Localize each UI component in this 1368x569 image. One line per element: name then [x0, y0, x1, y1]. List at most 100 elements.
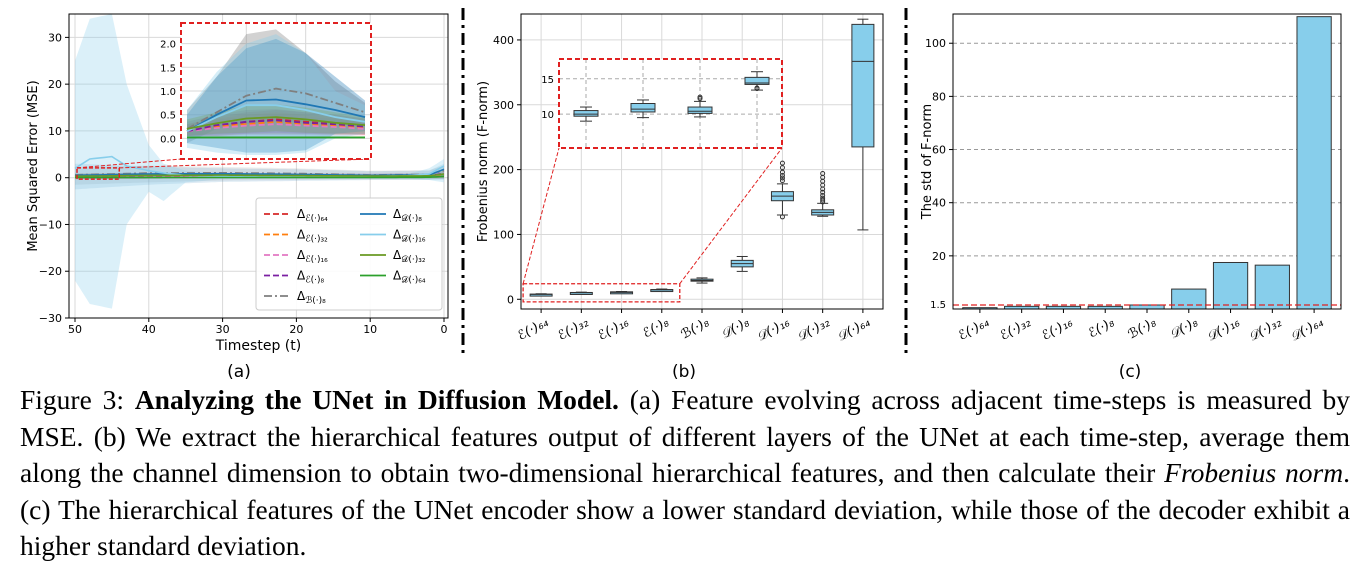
inset-line	[186, 87, 366, 130]
box-outlier	[820, 195, 826, 201]
zoom-connector	[679, 147, 783, 285]
legend-label-sub: 𝒟(·)₁₆	[401, 235, 426, 245]
box-outlier	[779, 160, 785, 166]
plot-frame	[520, 13, 884, 310]
inset-frame	[558, 58, 783, 149]
x-tick-label: 40	[142, 323, 156, 336]
x-tick-label: 𝒟(·)₁₆	[1204, 315, 1242, 345]
plot-frame	[68, 13, 449, 319]
x-tick-label: ℰ(·)₃₂	[998, 315, 1034, 344]
x-tick-label: 𝒟(·)₆₄	[1288, 315, 1327, 345]
inset-box-box	[687, 106, 713, 114]
inset-y-tick-label: 15	[541, 75, 554, 86]
y-tick-label: 0	[507, 293, 514, 306]
y-tick-label: −30	[39, 312, 62, 325]
inset-y-tick-label: 2.0	[160, 40, 176, 51]
box-outlier	[820, 193, 826, 199]
inset-y-tick-label: 10	[541, 110, 554, 121]
legend-label-sub: ℰ(·)₁₆	[305, 255, 328, 265]
y-tick-label: −10	[39, 218, 62, 231]
y-tick-label: 20	[932, 250, 946, 263]
x-tick-label: 50	[68, 323, 82, 336]
inset-background	[559, 59, 782, 148]
x-tick-label: 𝒟(·)₆₄	[835, 315, 874, 345]
x-tick-label: 𝒟(·)₈	[1167, 315, 1200, 342]
caption-title: Analyzing the UNet in Diffusion Model.	[134, 384, 619, 415]
legend-box	[255, 197, 443, 311]
caption-italic: Frobenius norm	[1164, 457, 1344, 488]
y-tick-label: 30	[48, 31, 62, 44]
x-tick-label: ℰ(·)₃₂	[555, 315, 591, 344]
panel-a-mse-chart: 30 20 10 0 −10 −20 −30 50 40 30 20 10 0 Timestep (t) M…	[26, 13, 449, 354]
legend-label-sub: ℬ(·)₈	[305, 296, 326, 306]
x-tick-label: 𝒟(·)₁₆	[754, 315, 792, 345]
legend-label-sub: 𝒟(·)₃₂	[401, 255, 426, 265]
inset-band	[187, 110, 365, 136]
reference-line-label: 1.5	[930, 300, 946, 311]
x-tick-label: ℬ(·)₈	[679, 315, 712, 342]
panel-label-a: (a)	[227, 362, 251, 382]
box-outlier	[820, 189, 826, 195]
y-tick-label: 0	[55, 172, 62, 185]
series-line	[74, 173, 445, 178]
figure-caption: Figure 3: Analyzing the UNet in Diffusio…	[20, 382, 1350, 565]
x-tick-label: ℰ(·)₆₄	[515, 315, 551, 344]
inset-y-tick-label: 1.0	[160, 87, 176, 98]
y-tick-label: 60	[932, 144, 946, 157]
box-outlier	[820, 170, 826, 176]
inset-box-box	[630, 103, 656, 113]
y-axis-label: Frobenius norm (F-norm)	[476, 81, 491, 242]
plot-frame	[952, 13, 1342, 310]
x-tick-label: ℰ(·)₆₄	[956, 315, 992, 344]
inset-y-tick-label: 0.5	[160, 111, 176, 122]
legend-label-sub: ℰ(·)₈	[305, 276, 324, 286]
x-tick-label: 𝒟(·)₃₂	[795, 315, 833, 345]
y-tick-label: 400	[493, 34, 514, 47]
panel-b-fnorm-boxplot: 400 300 200 100 0ℰ(·)₆₄ ℰ(·)₃₂ ℰ(·)₁₆ ℰ(·)₈ ℬ(·)…	[476, 13, 884, 345]
inset-band	[187, 109, 365, 136]
box-outlier	[779, 214, 785, 220]
series-line	[75, 175, 445, 179]
y-axis-label: The std of F-norm	[920, 104, 935, 220]
x-tick-label: ℰ(·)₁₆	[1040, 315, 1076, 344]
legend-label-sub: 𝒟(·)₈	[401, 214, 422, 224]
panel-c-std-barchart: 100 80 60 40 20 1.5 ℰ(·)₆₄ ℰ(·)₃₂ ℰ(·)₁₆ ℰ(·)₈ ℬ(·…	[920, 13, 1342, 345]
inset-box-box	[744, 76, 770, 85]
x-axis-label: Timestep (t)	[215, 338, 301, 354]
legend-label-sub: 𝒟(·)₆₄	[401, 276, 426, 286]
x-tick-label: 10	[363, 323, 377, 336]
y-tick-label: 100	[493, 228, 514, 241]
inset-box-box	[573, 110, 599, 117]
y-tick-label: 200	[493, 164, 514, 177]
x-tick-label: 𝒟(·)₈	[719, 315, 752, 342]
x-tick-label: ℬ(·)₈	[1126, 315, 1159, 342]
panel-label-c: (c)	[1119, 362, 1142, 382]
x-tick-label: ℰ(·)₈	[640, 315, 671, 341]
caption-label: Figure 3:	[20, 384, 135, 415]
box-outlier	[779, 175, 785, 181]
legend-label-sub: ℰ(·)₆₄	[305, 214, 328, 224]
box-outlier	[820, 197, 826, 203]
x-tick-label: 30	[216, 323, 230, 336]
y-tick-label: 40	[932, 197, 946, 210]
inset-line	[186, 104, 366, 133]
y-tick-label: 100	[925, 37, 946, 50]
box-outlier	[779, 169, 785, 175]
x-tick-label: 20	[289, 323, 303, 336]
inset-box-outlier	[754, 85, 760, 91]
legend-label-sub: ℰ(·)₃₂	[305, 235, 328, 245]
zoom-connector	[76, 158, 182, 169]
panel-label-b: (b)	[672, 362, 696, 382]
inset-box-outlier	[697, 94, 703, 100]
box-outlier	[779, 172, 785, 178]
y-tick-label: 10	[48, 125, 62, 138]
inset-frame	[180, 22, 372, 160]
caption-text-2: . (c) The hierarchical features of the U…	[20, 457, 1350, 561]
box-box	[851, 23, 875, 148]
bar	[1254, 264, 1290, 310]
inset-band	[187, 34, 365, 155]
y-axis-label: Mean Squared Error (MSE)	[26, 80, 41, 251]
y-tick-label: 20	[48, 78, 62, 91]
y-tick-label: −20	[39, 265, 62, 278]
y-tick-label: 80	[932, 90, 946, 103]
